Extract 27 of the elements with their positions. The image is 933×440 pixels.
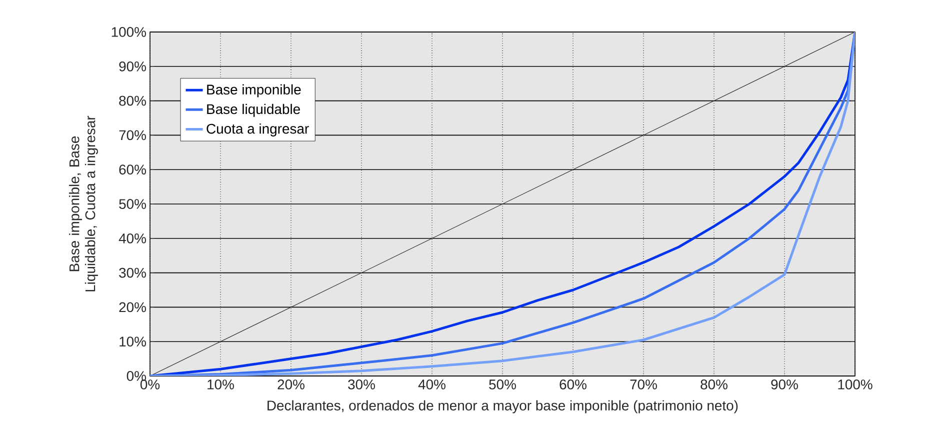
y-tick-label: 30% bbox=[119, 268, 146, 278]
x-tick-label: 100% bbox=[838, 380, 872, 390]
x-tick-label: 0% bbox=[140, 380, 160, 390]
y-tick-label: 80% bbox=[119, 96, 146, 106]
x-tick-label: 60% bbox=[560, 380, 586, 390]
x-tick-label: 80% bbox=[700, 380, 728, 390]
x-tick-label: 40% bbox=[418, 380, 446, 390]
y-tick-label: 20% bbox=[119, 302, 146, 312]
x-tick-label: 90% bbox=[771, 380, 798, 390]
legend-label: Base liquidable bbox=[207, 104, 300, 117]
legend-label: Base imponible bbox=[207, 84, 301, 98]
y-tick-label: 60% bbox=[119, 164, 146, 175]
y-tick-label: 10% bbox=[120, 336, 146, 347]
x-axis-title: Declarantes, ordenados de menor a mayor base imponible (patrimonio neto) bbox=[268, 400, 738, 414]
x-tick-label: 70% bbox=[630, 380, 657, 390]
x-tick-label: 20% bbox=[278, 380, 304, 390]
y-tick-label: 70% bbox=[119, 130, 146, 140]
y-tick-label: 100% bbox=[112, 27, 146, 37]
y-axis-title: Base imponible, Base Liquidable, Cuota a ingresar bbox=[69, 116, 98, 292]
y-tick-label: 50% bbox=[119, 199, 146, 209]
x-tick-label: 50% bbox=[489, 380, 516, 390]
x-tick-label: 30% bbox=[348, 380, 375, 390]
y-tick-label: 40% bbox=[118, 233, 146, 244]
y-tick-label: 0% bbox=[126, 371, 146, 381]
legend-label: Cuota a ingresar bbox=[206, 123, 309, 136]
y-tick-label: 90% bbox=[119, 61, 146, 72]
x-tick-label: 10% bbox=[208, 380, 234, 390]
